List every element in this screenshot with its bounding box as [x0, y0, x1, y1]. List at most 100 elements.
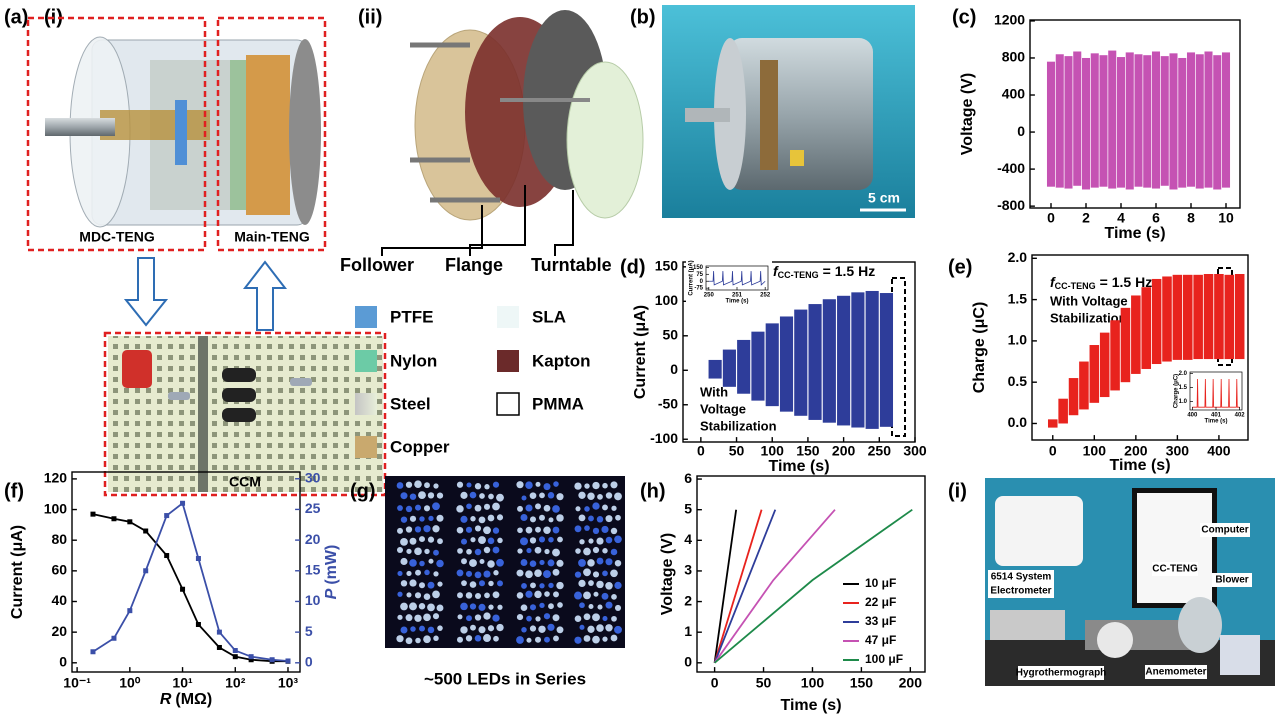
signal-band [880, 293, 893, 427]
marker [285, 658, 290, 663]
signal-band [837, 296, 850, 426]
signal-band [1204, 51, 1212, 187]
led [497, 514, 503, 520]
y-tick-label: 0.0 [1008, 414, 1028, 430]
x-tick-label: 200 [832, 443, 856, 459]
legend-label: 10 μF [865, 576, 896, 590]
marker [249, 654, 254, 659]
led [479, 516, 486, 523]
led [578, 580, 585, 587]
led [530, 582, 536, 588]
signal-band [1048, 419, 1058, 427]
led [460, 626, 467, 633]
led [397, 547, 403, 553]
led [475, 593, 481, 599]
led [410, 493, 416, 499]
led [424, 570, 429, 575]
y-tick-label: 4 [684, 531, 692, 547]
led [496, 624, 503, 631]
led [525, 481, 533, 489]
signal-band [737, 340, 750, 394]
led [428, 492, 434, 498]
led [428, 537, 434, 543]
led [588, 516, 594, 522]
led [539, 583, 544, 588]
led [557, 602, 563, 608]
led [479, 580, 485, 586]
led [574, 592, 582, 600]
signal-band [1121, 308, 1131, 382]
led [424, 482, 430, 488]
led [584, 613, 591, 620]
x-tick-label: 400 [1187, 413, 1198, 419]
y-tick-label: -50 [658, 395, 678, 411]
series-line [715, 510, 776, 663]
legend-label: PTFE [390, 307, 433, 326]
led [410, 626, 416, 632]
led [583, 548, 591, 556]
led [401, 626, 408, 633]
led [410, 538, 417, 545]
caption: ~500 LEDs in Series [424, 669, 586, 688]
signal-band [1047, 62, 1055, 187]
led [610, 481, 617, 488]
signal-band [1152, 279, 1162, 364]
led [575, 615, 582, 622]
photo-label: Hygrothermograph [1016, 668, 1107, 679]
series-line [715, 510, 737, 663]
led [544, 637, 550, 643]
photo [662, 5, 915, 218]
led [478, 536, 486, 544]
led [587, 626, 594, 633]
swatch [497, 393, 519, 415]
led [492, 503, 500, 511]
led [497, 605, 502, 610]
led [530, 492, 537, 499]
led [535, 616, 540, 621]
led [578, 492, 585, 499]
led [593, 547, 599, 553]
led [475, 483, 481, 489]
led [614, 582, 621, 589]
led [534, 591, 541, 598]
marker [217, 630, 222, 635]
led [548, 537, 553, 542]
led [397, 571, 402, 576]
legend-label: 47 μF [865, 633, 896, 647]
subpanel-label: (ii) [358, 6, 382, 28]
signal-band [1169, 53, 1177, 189]
signal-band [780, 316, 793, 411]
led [423, 525, 430, 532]
x-tick-label: 402 [1235, 413, 1246, 419]
legend-label: 22 μF [865, 595, 896, 609]
led [611, 528, 617, 534]
signal-band [709, 360, 722, 379]
led [470, 537, 475, 542]
led [414, 615, 421, 622]
led [601, 526, 608, 533]
led [516, 636, 524, 644]
box-label: CCM [229, 474, 261, 490]
signal-band [794, 310, 807, 416]
led [401, 580, 407, 586]
y-tick-label: 150 [693, 265, 704, 271]
signal-band [766, 323, 779, 406]
marker [143, 529, 148, 534]
y2-tick-label: 5 [305, 623, 313, 639]
led [517, 548, 522, 553]
signal-band [1183, 275, 1193, 360]
led [479, 559, 484, 564]
axis-label: Current (μA) [9, 525, 26, 619]
signal-band [1064, 56, 1072, 188]
panel-label: (b) [630, 6, 656, 28]
led [516, 481, 523, 488]
x-tick-label: 0 [697, 443, 705, 459]
y-tick-label: 6 [684, 470, 692, 486]
led [493, 482, 499, 488]
led [496, 559, 504, 567]
led [583, 568, 591, 576]
led [423, 614, 431, 622]
x-tick-label: 200 [899, 675, 923, 691]
led [553, 635, 559, 641]
swatch [497, 350, 519, 372]
